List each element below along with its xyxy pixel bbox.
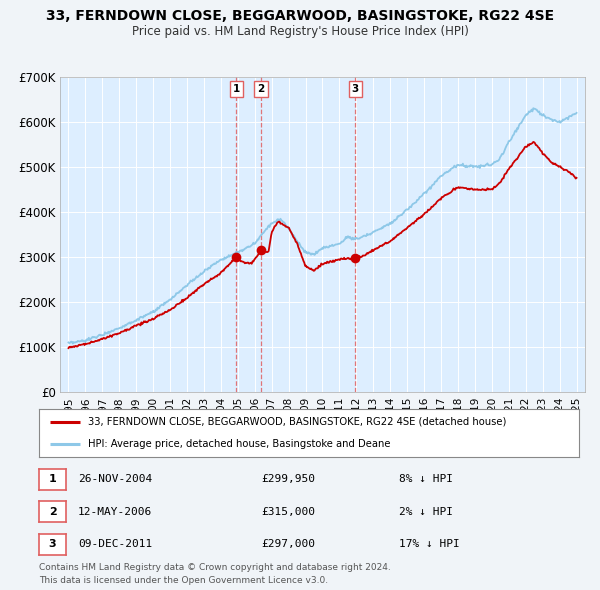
Text: 1: 1: [49, 474, 56, 484]
Text: 33, FERNDOWN CLOSE, BEGGARWOOD, BASINGSTOKE, RG22 4SE (detached house): 33, FERNDOWN CLOSE, BEGGARWOOD, BASINGST…: [88, 417, 506, 427]
Text: 3: 3: [49, 539, 56, 549]
Text: 17% ↓ HPI: 17% ↓ HPI: [399, 539, 460, 549]
Text: 3: 3: [352, 84, 359, 94]
Text: £297,000: £297,000: [261, 539, 315, 549]
Text: 2% ↓ HPI: 2% ↓ HPI: [399, 507, 453, 517]
Text: 12-MAY-2006: 12-MAY-2006: [78, 507, 152, 517]
Text: 2: 2: [257, 84, 265, 94]
Text: 2: 2: [49, 507, 56, 517]
Text: 26-NOV-2004: 26-NOV-2004: [78, 474, 152, 484]
Text: Price paid vs. HM Land Registry's House Price Index (HPI): Price paid vs. HM Land Registry's House …: [131, 25, 469, 38]
Text: £315,000: £315,000: [261, 507, 315, 517]
Text: £299,950: £299,950: [261, 474, 315, 484]
Text: HPI: Average price, detached house, Basingstoke and Deane: HPI: Average price, detached house, Basi…: [88, 439, 390, 449]
Text: Contains HM Land Registry data © Crown copyright and database right 2024.: Contains HM Land Registry data © Crown c…: [39, 563, 391, 572]
Text: 33, FERNDOWN CLOSE, BEGGARWOOD, BASINGSTOKE, RG22 4SE: 33, FERNDOWN CLOSE, BEGGARWOOD, BASINGST…: [46, 9, 554, 23]
Text: 8% ↓ HPI: 8% ↓ HPI: [399, 474, 453, 484]
Text: 1: 1: [233, 84, 240, 94]
Text: This data is licensed under the Open Government Licence v3.0.: This data is licensed under the Open Gov…: [39, 576, 328, 585]
Text: 09-DEC-2011: 09-DEC-2011: [78, 539, 152, 549]
